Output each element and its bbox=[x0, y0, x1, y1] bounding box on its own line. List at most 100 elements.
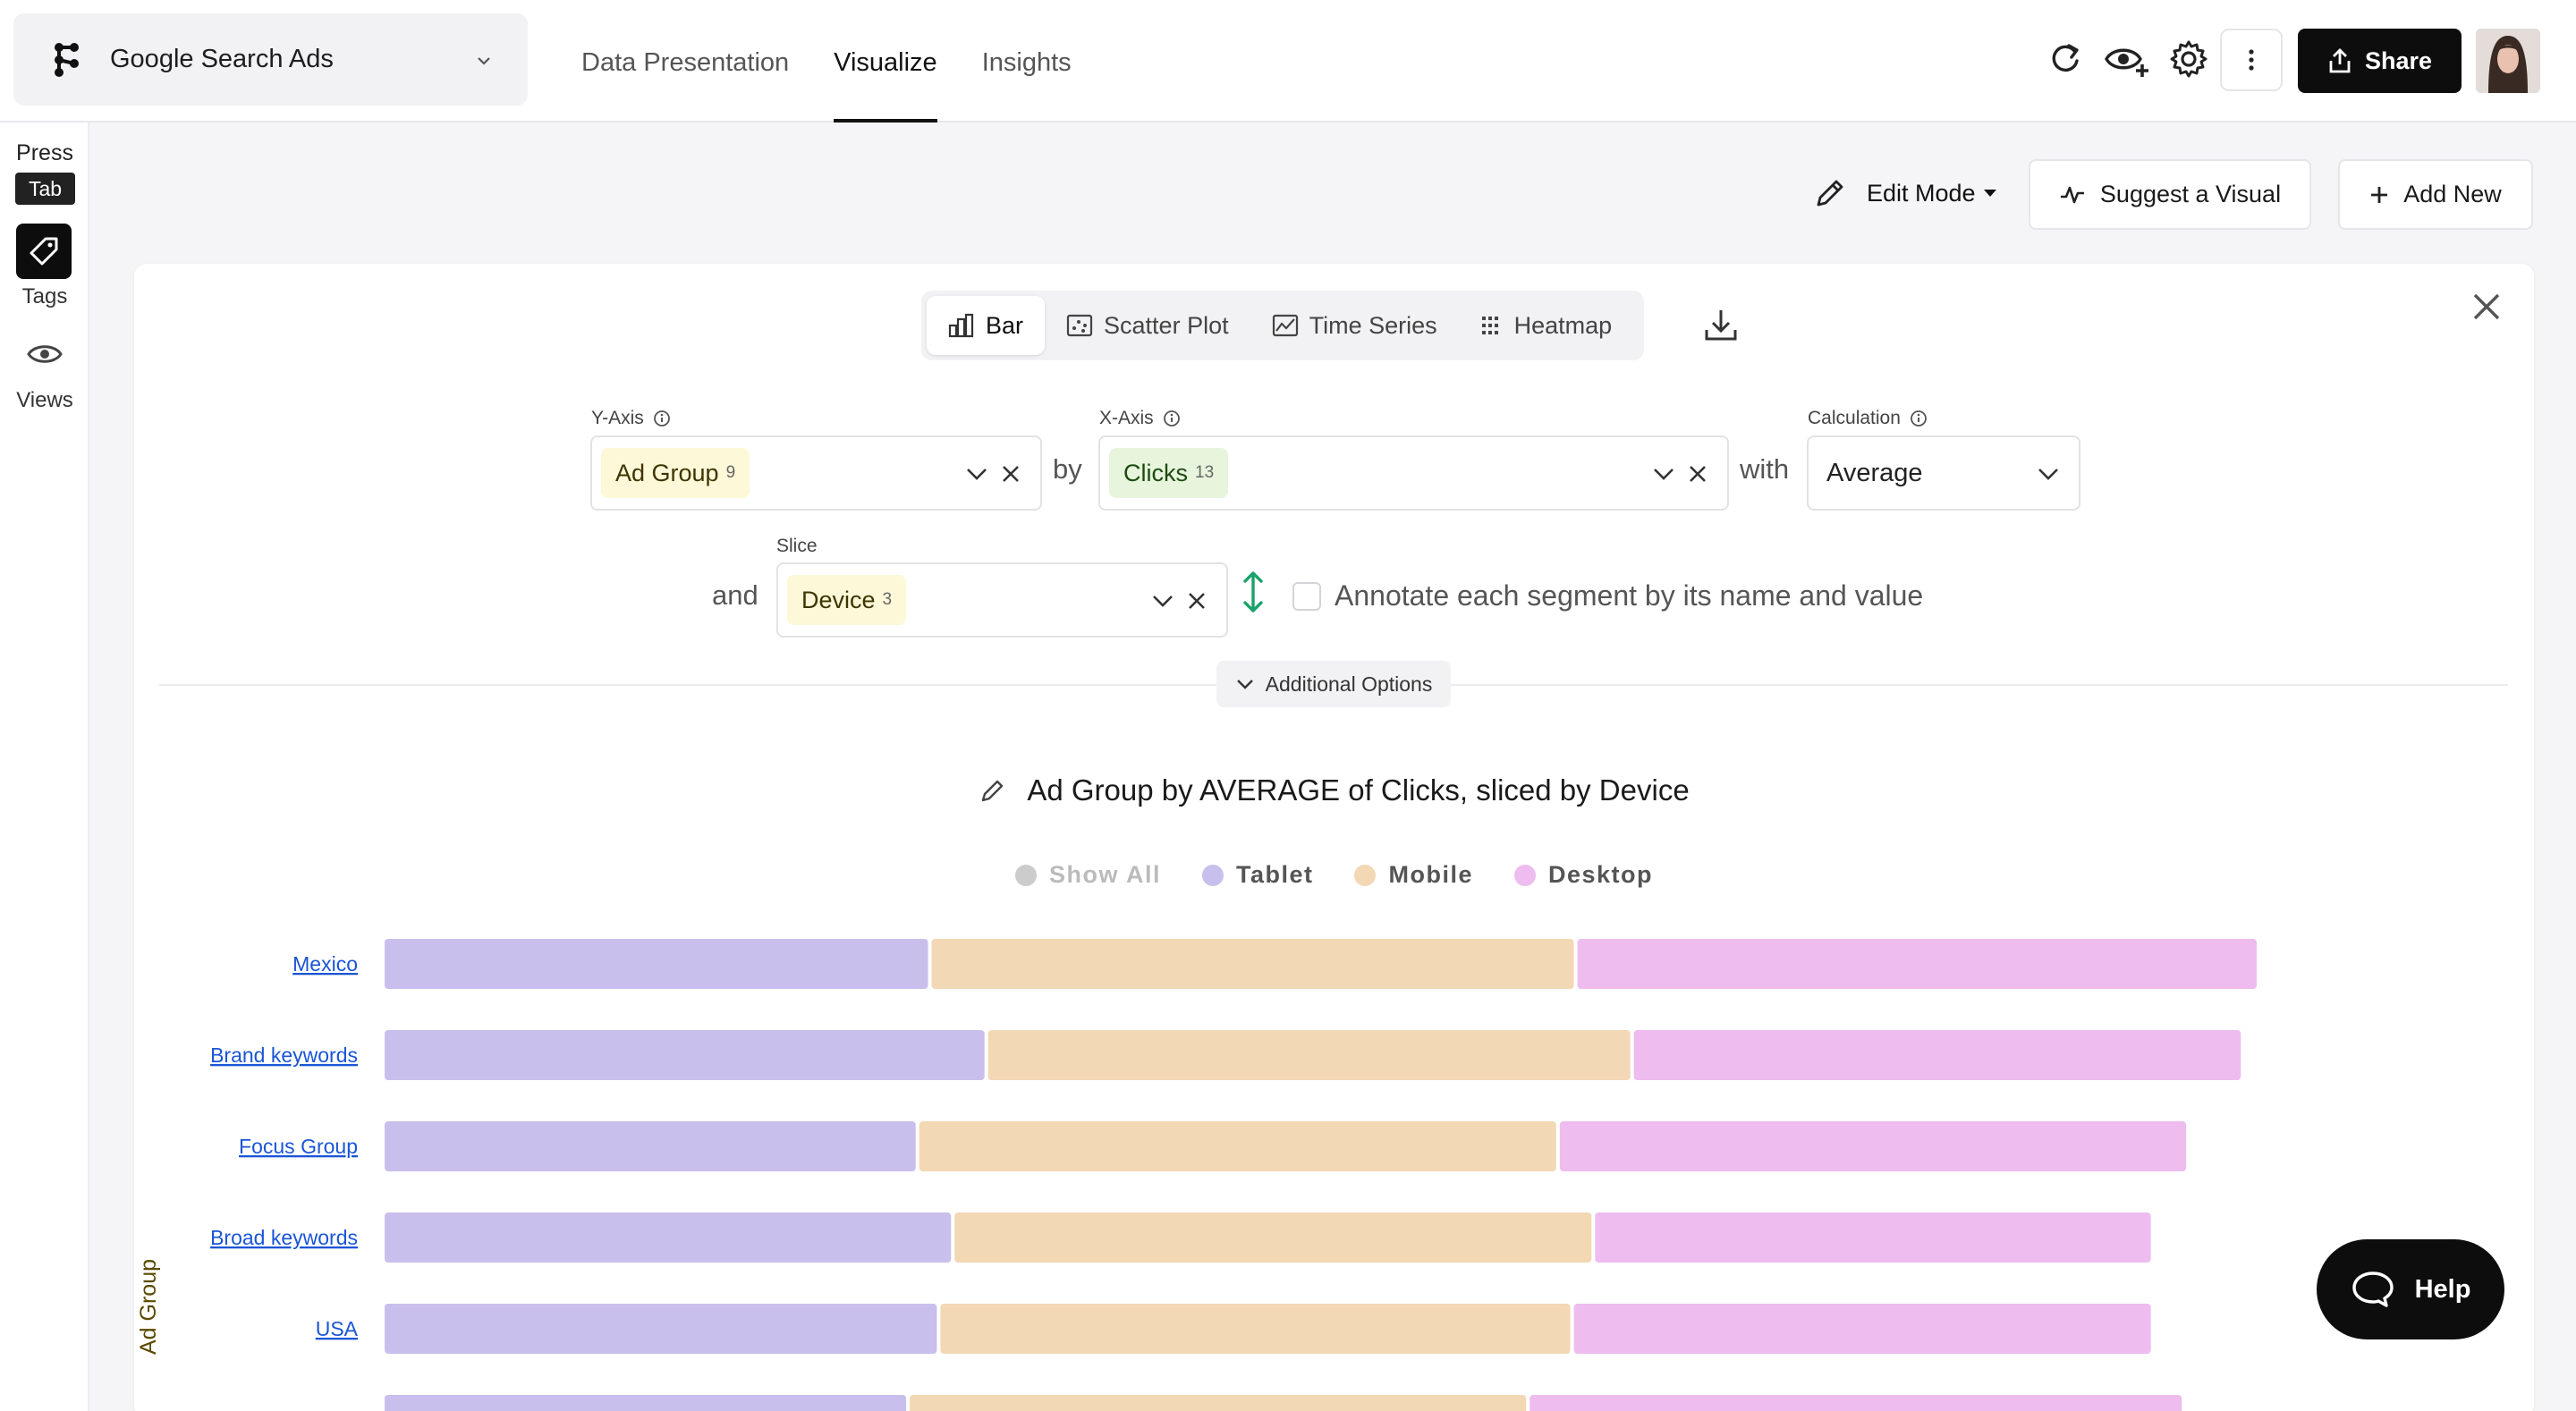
views-label[interactable]: Views bbox=[16, 388, 73, 412]
chart-type-time-series[interactable]: Time Series bbox=[1250, 296, 1459, 355]
chart-type-time-series-label: Time Series bbox=[1309, 311, 1437, 339]
x-axis-select[interactable]: Clicks 13 bbox=[1098, 435, 1729, 511]
bar-segment-tablet[interactable] bbox=[385, 1304, 937, 1354]
chevron-down-icon[interactable] bbox=[963, 460, 990, 487]
tab-data-presentation[interactable]: Data Presentation bbox=[581, 48, 790, 77]
category-label[interactable]: Brand keywords bbox=[210, 1043, 358, 1067]
slice-select[interactable]: Device 3 bbox=[776, 562, 1228, 638]
chart-type-bar[interactable]: Bar bbox=[927, 296, 1046, 355]
bar-segment-tablet[interactable] bbox=[385, 1395, 907, 1411]
clear-x-icon[interactable] bbox=[997, 460, 1024, 487]
bar-segment-desktop[interactable] bbox=[1633, 1030, 2241, 1080]
annotate-label[interactable]: Annotate each segment by its name and va… bbox=[1335, 579, 1924, 612]
help-button[interactable]: Help bbox=[2317, 1239, 2504, 1339]
chart-type-scatter[interactable]: Scatter Plot bbox=[1045, 296, 1250, 355]
swap-vertical-icon[interactable] bbox=[1240, 570, 1267, 614]
info-icon[interactable] bbox=[653, 410, 671, 427]
chevron-down-icon bbox=[1236, 680, 1253, 689]
bar-segment-mobile[interactable] bbox=[919, 1121, 1556, 1171]
chart-type-switcher: Bar Scatter Plot Time Series Heatmap bbox=[921, 291, 1645, 360]
calculation-label: Calculation bbox=[1808, 408, 1928, 429]
legend-dot bbox=[1513, 864, 1536, 886]
tags-button[interactable] bbox=[16, 224, 72, 279]
caret-down-icon bbox=[1983, 190, 1996, 197]
y-axis-chip: Ad Group 9 bbox=[601, 448, 750, 498]
additional-options-toggle[interactable]: Additional Options bbox=[1216, 661, 1451, 707]
suggest-visual-label: Suggest a Visual bbox=[2099, 181, 2282, 207]
bar-segment-desktop[interactable] bbox=[1595, 1212, 2151, 1263]
more-options-button[interactable] bbox=[2220, 29, 2283, 91]
app-logo-icon bbox=[55, 42, 79, 77]
tab-visualize[interactable]: Visualize bbox=[834, 0, 937, 123]
calculation-select[interactable]: Average bbox=[1807, 435, 2080, 511]
chevron-down-icon bbox=[2038, 469, 2058, 480]
bar-segment-tablet[interactable] bbox=[385, 939, 928, 989]
bar-segment-desktop[interactable] bbox=[1530, 1395, 2182, 1411]
chart-type-heatmap[interactable]: Heatmap bbox=[1459, 296, 1634, 355]
tab-insights[interactable]: Insights bbox=[981, 48, 1072, 77]
bar-segment-desktop[interactable] bbox=[1573, 1304, 2151, 1354]
slice-chip: Device 3 bbox=[787, 575, 907, 625]
bar-segment-mobile[interactable] bbox=[910, 1395, 1527, 1411]
category-label[interactable]: Broad keywords bbox=[210, 1226, 358, 1249]
add-new-button[interactable]: Add New bbox=[2338, 159, 2533, 230]
y-axis-value: Ad Group bbox=[615, 459, 719, 486]
bar-segment-desktop[interactable] bbox=[1577, 939, 2258, 989]
user-avatar[interactable] bbox=[2476, 29, 2540, 93]
share-button[interactable]: Share bbox=[2298, 29, 2462, 93]
y-axis-label-text: Y-Axis bbox=[591, 408, 644, 428]
pulse-icon bbox=[2060, 186, 2084, 203]
chart-type-scatter-label: Scatter Plot bbox=[1104, 311, 1229, 339]
refresh-icon[interactable] bbox=[2046, 39, 2085, 79]
chart-title-text: Ad Group by AVERAGE of Clicks, sliced by… bbox=[1027, 773, 1690, 807]
edit-mode-dropdown[interactable]: Edit Mode bbox=[1811, 174, 1997, 212]
y-axis-select[interactable]: Ad Group 9 bbox=[590, 435, 1042, 511]
category-label[interactable]: USA bbox=[316, 1317, 359, 1340]
help-label: Help bbox=[2414, 1274, 2471, 1304]
bar-segment-tablet[interactable] bbox=[385, 1030, 985, 1080]
bar-segment-mobile[interactable] bbox=[954, 1212, 1592, 1263]
legend-dot bbox=[1354, 864, 1377, 886]
bar-segment-tablet[interactable] bbox=[385, 1121, 916, 1171]
edit-mode-label: Edit Mode bbox=[1867, 179, 1976, 207]
suggest-visual-button[interactable]: Suggest a Visual bbox=[2029, 159, 2311, 230]
left-rail: Press Tab Tags Views bbox=[0, 123, 89, 1411]
legend-item-tablet[interactable]: Tablet bbox=[1201, 861, 1314, 889]
chevron-down-icon[interactable] bbox=[1650, 460, 1677, 487]
chevron-down-icon[interactable] bbox=[1149, 587, 1176, 614]
annotate-checkbox[interactable] bbox=[1292, 582, 1321, 611]
bar-segment-mobile[interactable] bbox=[987, 1030, 1631, 1080]
legend-item-mobile[interactable]: Mobile bbox=[1354, 861, 1473, 889]
project-selector[interactable]: Google Search Ads bbox=[13, 13, 528, 106]
eye-add-icon[interactable] bbox=[2104, 39, 2150, 79]
bar-chart-icon bbox=[948, 313, 974, 338]
download-icon[interactable] bbox=[1701, 305, 1741, 344]
info-icon[interactable] bbox=[1163, 410, 1181, 427]
edit-title-pencil-icon[interactable] bbox=[979, 776, 1007, 805]
legend-item-show-all[interactable]: Show All bbox=[1014, 861, 1161, 889]
clear-x-icon[interactable] bbox=[1183, 587, 1210, 614]
plus-icon bbox=[2371, 186, 2388, 203]
bar-segment-tablet[interactable] bbox=[385, 1212, 952, 1263]
slice-label-text: Slice bbox=[776, 536, 818, 556]
legend-item-desktop[interactable]: Desktop bbox=[1513, 861, 1653, 889]
settings-gear-icon[interactable] bbox=[2169, 39, 2208, 79]
with-text: with bbox=[1740, 453, 1790, 485]
bar-segment-mobile[interactable] bbox=[931, 939, 1574, 989]
category-label[interactable]: Mexico bbox=[292, 952, 358, 976]
close-icon[interactable] bbox=[2470, 291, 2503, 323]
bar-segment-desktop[interactable] bbox=[1559, 1121, 2187, 1171]
bar-segment-mobile[interactable] bbox=[940, 1304, 1571, 1354]
visual-card: Bar Scatter Plot Time Series Heatmap Y-A… bbox=[134, 264, 2534, 1411]
info-icon[interactable] bbox=[1910, 410, 1928, 427]
and-text: and bbox=[712, 579, 758, 611]
chart-legend: Show All Tablet Mobile Desktop bbox=[134, 861, 2534, 889]
calculation-label-text: Calculation bbox=[1808, 408, 1901, 428]
clear-x-icon[interactable] bbox=[1684, 460, 1711, 487]
main-tabs: Data Presentation Visualize Insights bbox=[581, 0, 1116, 123]
top-bar: Google Search Ads Data Presentation Visu… bbox=[0, 0, 2576, 123]
views-eye-icon[interactable] bbox=[27, 342, 63, 366]
category-label[interactable]: Focus Group bbox=[239, 1135, 358, 1158]
tag-icon bbox=[30, 237, 58, 266]
slice-count: 3 bbox=[882, 590, 893, 609]
